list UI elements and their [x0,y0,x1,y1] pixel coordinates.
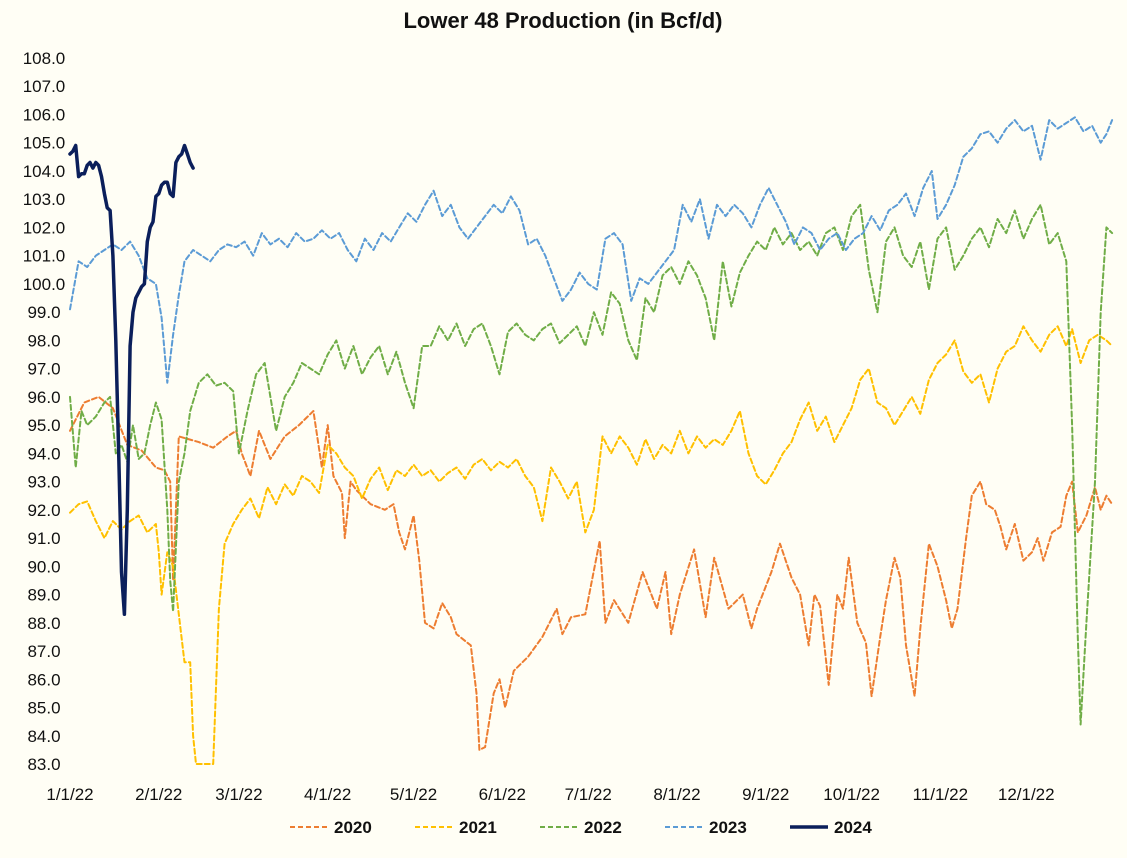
y-tick-label: 95.0 [27,416,60,435]
y-tick-label: 107.0 [23,77,66,96]
y-tick-label: 96.0 [27,388,60,407]
y-tick-label: 89.0 [27,586,60,605]
y-tick-label: 91.0 [27,529,60,548]
x-tick-label: 11/1/22 [913,785,968,804]
legend-label-2023: 2023 [709,818,747,837]
series-line-2023 [69,116,1114,384]
x-tick-label: 7/1/22 [565,785,612,804]
x-tick-label: 12/1/22 [998,785,1055,804]
y-tick-label: 90.0 [27,557,60,576]
y-tick-label: 108.0 [23,49,66,68]
series-line-2024 [68,143,195,617]
y-tick-label: 98.0 [27,331,60,350]
y-axis-tick-labels: 83.0 84.0 85.0 86.0 87.0 88.0 89.0 90.0 91.0 92.0… [23,49,66,774]
y-tick-label: 100.0 [23,275,66,294]
y-tick-label: 94.0 [27,444,60,463]
y-tick-label: 86.0 [27,670,60,689]
y-tick-label: 103.0 [23,190,66,209]
y-tick-label: 84.0 [27,727,60,746]
y-tick-label: 105.0 [23,134,66,153]
y-tick-label: 102.0 [23,218,66,237]
y-tick-label: 97.0 [27,360,60,379]
chart-title: Lower 48 Production (in Bcf/d) [403,8,722,33]
y-tick-label: 106.0 [23,105,66,124]
legend-label-2020: 2020 [334,818,372,837]
series-line-2021 [69,325,1114,765]
y-tick-label: 85.0 [27,699,60,718]
y-tick-label: 87.0 [27,642,60,661]
series-lines [68,116,1114,765]
x-tick-label: 8/1/22 [653,785,700,804]
y-tick-label: 99.0 [27,303,60,322]
y-tick-label: 88.0 [27,614,60,633]
series-line-2020 [69,395,1114,751]
legend-label-2021: 2021 [459,818,497,837]
x-tick-label: 10/1/22 [823,785,880,804]
x-axis-tick-labels: 1/1/22 2/1/22 3/1/22 4/1/22 5/1/22 6/1/22 7/1/… [46,785,1054,804]
x-tick-label: 2/1/22 [135,785,182,804]
y-tick-label: 101.0 [23,247,66,266]
x-tick-label: 5/1/22 [390,785,437,804]
x-tick-label: 9/1/22 [742,785,789,804]
x-tick-label: 6/1/22 [479,785,526,804]
x-tick-label: 4/1/22 [304,785,351,804]
legend-label-2024: 2024 [834,818,872,837]
y-tick-label: 104.0 [23,162,66,181]
x-tick-label: 3/1/22 [215,785,262,804]
y-tick-label: 93.0 [27,473,60,492]
x-tick-label: 1/1/22 [46,785,93,804]
legend-label-2022: 2022 [584,818,622,837]
series-line-2022 [69,203,1114,726]
legend: 2020 2021 2022 2023 2024 [290,818,872,837]
y-tick-label: 83.0 [27,755,60,774]
y-tick-label: 92.0 [27,501,60,520]
